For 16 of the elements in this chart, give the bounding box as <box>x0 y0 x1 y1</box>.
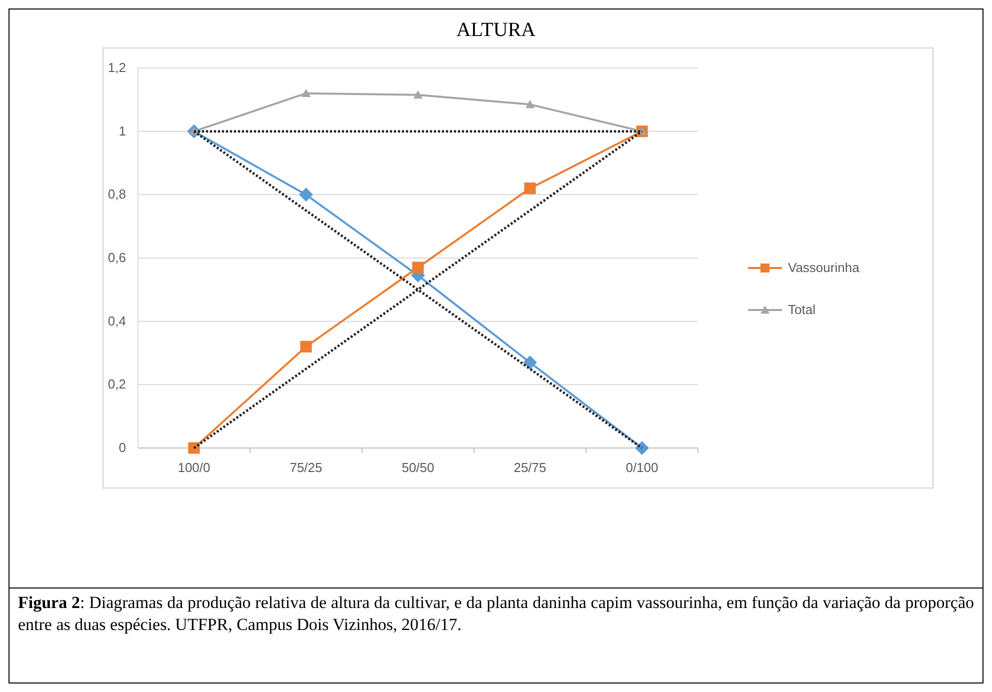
x-tick-label: 25/75 <box>514 460 546 475</box>
text: Figura 2: Diagramas da produção relativa de altura da cultivar, e da planta daninha capim vassourinha, em função da variação da proporção entre as duas espécies. UTFPR, Campus Dois Vizinhos, 2016/17. <box>18 592 974 636</box>
y-tick-label: 1,2 <box>108 60 126 75</box>
legend-label: Vassourinha <box>788 260 860 275</box>
x-tick-label: 50/50 <box>402 460 434 475</box>
y-tick-label: 1 <box>118 123 126 138</box>
y-tick-label: 0,6 <box>108 250 126 265</box>
y-tick-label: 0,4 <box>108 313 126 328</box>
y-tick-label: 0 <box>118 440 126 455</box>
x-tick-label: 75/25 <box>290 460 322 475</box>
y-tick-label: 0,8 <box>108 186 126 202</box>
legend-label: Total <box>788 302 816 317</box>
x-tick-label: 0/100 <box>626 460 658 475</box>
chart-title: ALTURA <box>456 19 536 41</box>
x-tick-label: 100/0 <box>178 460 210 475</box>
y-tick-label: 0,2 <box>108 376 126 392</box>
